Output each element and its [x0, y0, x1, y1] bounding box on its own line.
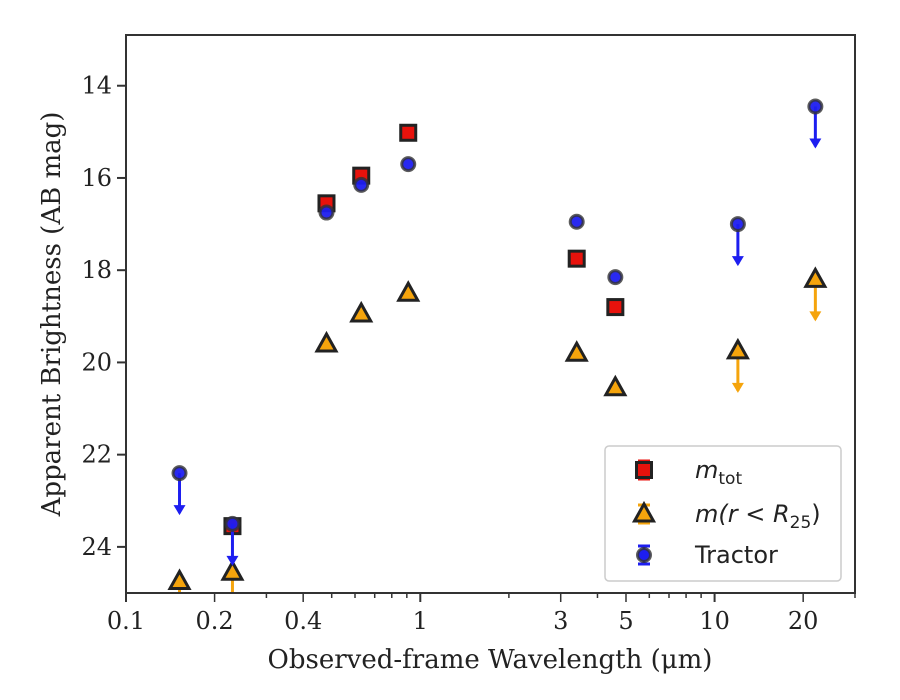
marker-circle	[729, 216, 746, 233]
marker-triangle	[314, 330, 339, 353]
marker-circle	[807, 98, 824, 115]
upper-limit-arrow-head	[809, 311, 822, 322]
marker-triangle	[167, 568, 192, 590]
marker-triangle	[631, 500, 657, 523]
marker-triangle	[220, 559, 245, 581]
marker-square	[606, 298, 625, 317]
marker-circle	[400, 156, 417, 173]
marker-circle	[224, 515, 241, 532]
marker-circle	[353, 176, 370, 193]
marker-circle	[568, 213, 585, 230]
upper-limit-arrow-head	[731, 256, 744, 267]
legend-label: mtot	[695, 456, 742, 489]
x-tick-label: 10	[699, 607, 730, 635]
marker-circle	[636, 547, 652, 563]
marker-circle	[607, 269, 624, 286]
data-marks	[167, 98, 828, 593]
legend: mtot m(r < R25) Tractor	[604, 445, 842, 582]
legend-label: Tractor	[694, 541, 778, 569]
x-tick-label: 3	[553, 607, 568, 635]
legend-box	[604, 445, 842, 582]
x-tick-label: 0.2	[196, 607, 234, 635]
x-tick-label: 5	[618, 607, 633, 635]
x-tick-label: 0.1	[107, 607, 145, 635]
upper-limit-arrow-head	[809, 138, 822, 149]
legend-label: m(r < R25)	[695, 500, 821, 533]
marker-triangle	[396, 280, 421, 302]
upper-limit-arrow-head	[226, 555, 239, 566]
axes: 0.1 0.2 0.4 1 3 5 10 20 14 16 18 20 22 24	[81, 34, 856, 635]
legend-entry-1: m(r < R25)	[631, 500, 821, 533]
legend-entry-2: Tractor	[636, 541, 778, 569]
y-tick-label: 18	[81, 256, 112, 284]
series-0	[223, 123, 625, 536]
marker-triangle	[349, 300, 374, 323]
series-2	[171, 98, 824, 566]
x-tick-label: 0.4	[284, 607, 322, 635]
y-tick-label: 16	[81, 164, 112, 192]
y-tick-label: 14	[81, 72, 112, 100]
marker-triangle	[803, 266, 828, 288]
marker-circle	[318, 204, 335, 221]
series-1	[167, 266, 828, 593]
marker-square	[567, 249, 586, 268]
legend-entry-0: mtot	[635, 456, 742, 489]
marker-triangle	[603, 374, 628, 397]
marker-square	[635, 461, 653, 479]
x-tick-label: 1	[413, 607, 428, 635]
marker-triangle	[725, 337, 750, 360]
marker-triangle	[564, 340, 589, 362]
y-axis-title: Apparent Brightness (AB mag)	[37, 112, 67, 518]
x-tick-label: 20	[788, 607, 819, 635]
y-tick-label: 20	[81, 348, 112, 376]
y-tick-label: 24	[81, 533, 112, 561]
upper-limit-arrow-head	[731, 382, 744, 393]
x-axis-title: Observed-frame Wavelength (μm)	[268, 645, 713, 675]
marker-circle	[171, 465, 188, 482]
y-tick-label: 22	[81, 441, 112, 469]
plot-frame	[125, 34, 856, 594]
marker-square	[399, 123, 418, 142]
upper-limit-arrow-head	[173, 505, 186, 516]
